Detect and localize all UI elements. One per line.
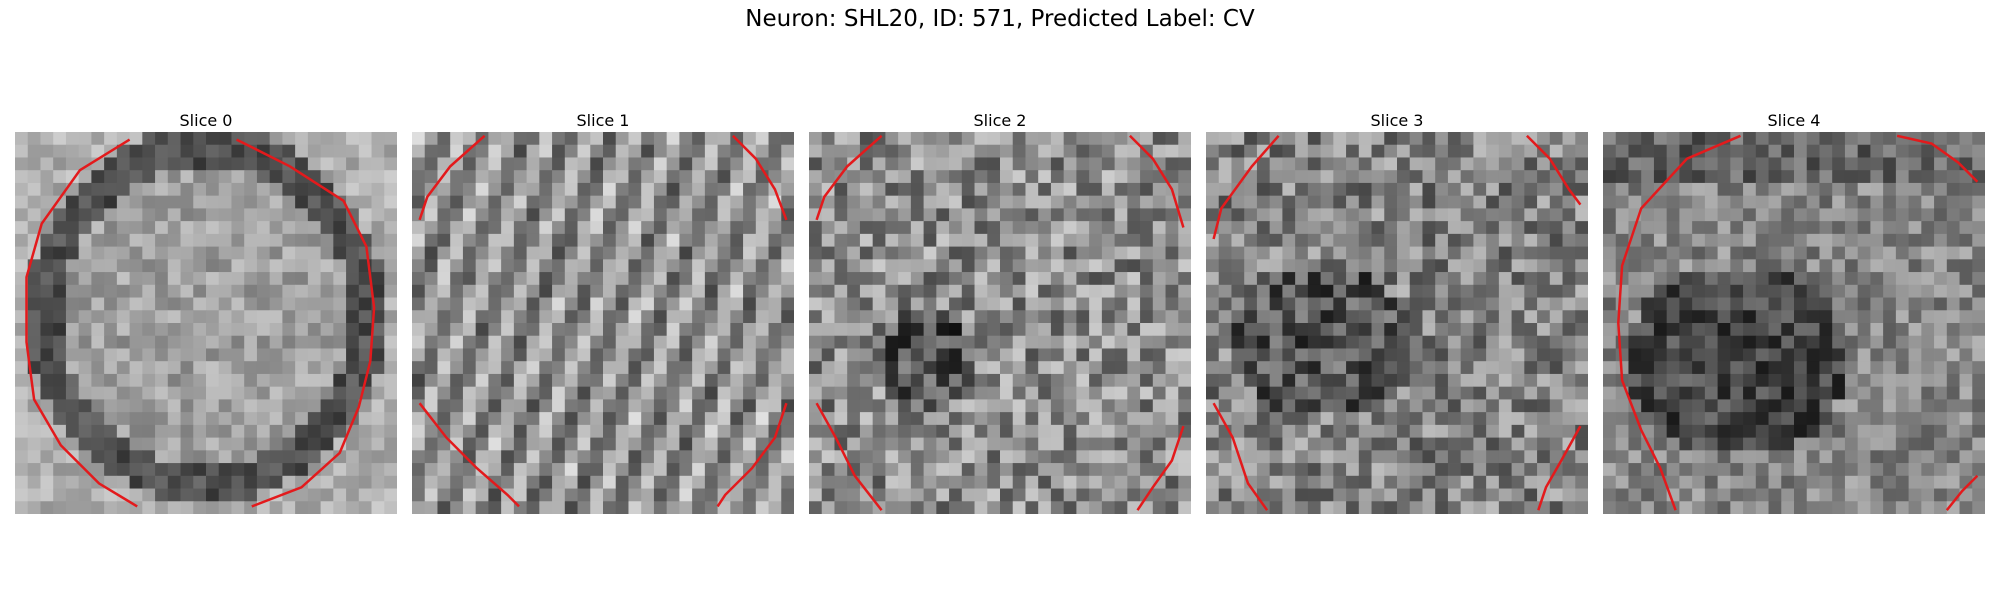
slice-title: Slice 4 — [1767, 111, 1821, 130]
slice-image — [412, 132, 794, 514]
slice-title: Slice 1 — [576, 111, 630, 130]
contour-line — [815, 134, 883, 221]
contour-line — [732, 134, 788, 221]
slice-image — [1603, 132, 1985, 514]
contour-line — [1212, 134, 1280, 240]
slice-image — [15, 132, 397, 514]
slice-title: Slice 3 — [1370, 111, 1424, 130]
slice-panel-4: Slice 4 — [1603, 110, 1985, 514]
contour-line — [716, 402, 788, 508]
slice-panel-3: Slice 3 — [1206, 110, 1588, 514]
contour-line — [1945, 474, 1979, 511]
contour-line — [1526, 134, 1582, 206]
contour-line — [1617, 134, 1741, 511]
contour-line — [1212, 402, 1269, 511]
slice-panel-2: Slice 2 — [809, 110, 1191, 514]
contour-line — [236, 138, 376, 508]
contour-line — [418, 134, 486, 221]
slice-image — [1206, 132, 1588, 514]
slice-title: Slice 2 — [973, 111, 1027, 130]
contour-line — [1537, 425, 1582, 511]
slice-title: Slice 0 — [179, 111, 233, 130]
contour-line — [418, 402, 520, 508]
contour-line — [25, 138, 138, 508]
figure-title: Neuron: SHL20, ID: 571, Predicted Label:… — [745, 6, 1255, 32]
contour-line — [1129, 134, 1185, 228]
contour-line — [1136, 425, 1185, 511]
contour-line — [1896, 134, 1979, 183]
contour-line — [815, 402, 883, 511]
slice-image — [809, 132, 1191, 514]
slice-panel-0: Slice 0 — [15, 110, 397, 514]
slice-panel-1: Slice 1 — [412, 110, 794, 514]
